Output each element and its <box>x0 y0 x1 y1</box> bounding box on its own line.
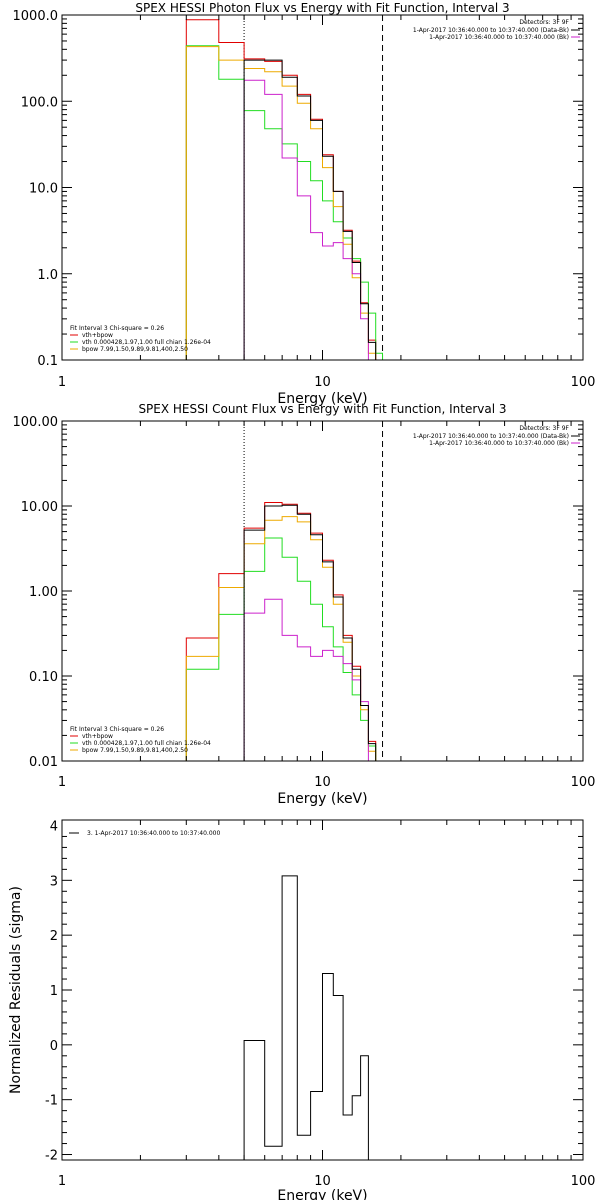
series-line-3 <box>185 46 377 360</box>
plot-area <box>243 875 369 1160</box>
series-line-2 <box>185 45 383 360</box>
y-tick-label: 10.0 <box>29 182 58 197</box>
series-line-0 <box>243 875 369 1160</box>
y-tick-label: 0.1 <box>37 354 58 369</box>
fit-legend: Fit Interval 3 Chi-square = 0.26vth+bpow… <box>70 726 211 754</box>
x-axis-label: Energy (keV) <box>277 391 367 407</box>
legend-entry-text: 1-Apr-2017 10:36:40.000 to 10:37:40.000 … <box>413 27 569 34</box>
fit-legend-entry-text: vth 0.000428,1.97,1.00 full chian 1.26e-… <box>82 740 211 747</box>
y-tick-label: 1000.0 <box>13 9 59 24</box>
y-tick-label: -1 <box>45 1094 58 1109</box>
x-tick-label: 10 <box>314 775 331 790</box>
series-line-3 <box>185 516 377 761</box>
chart-panel-3: 1 10 100 Energy (keV) -2 -1 0 1 2 3 4 Normalized Re… <box>8 819 595 1200</box>
y-tick-label: 0.01 <box>29 755 58 770</box>
series-line-1 <box>185 19 377 360</box>
series-line-0 <box>243 504 377 761</box>
legend-header: Detectors: 3F 9F <box>519 19 569 26</box>
y-tick-label: 1.00 <box>29 585 58 600</box>
legend: 3. 1-Apr-2017 10:36:40.000 to 10:37:40.0… <box>69 830 220 837</box>
fit-legend-entry-text: vth+bpow <box>82 733 113 740</box>
legend-header: Detectors: 3F 9F <box>519 425 569 432</box>
y-tick-label: 2 <box>50 929 58 944</box>
x-tick-label: 1 <box>58 775 66 790</box>
x-tick-label: 100 <box>571 375 596 390</box>
y-tick-label: -2 <box>45 1149 58 1164</box>
x-tick-label: 100 <box>571 775 596 790</box>
chart-title: SPEX HESSI Count Flux vs Energy with Fit… <box>138 402 506 416</box>
legend: Detectors: 3F 9F1-Apr-2017 10:36:40.000 … <box>413 425 580 447</box>
y-tick-label: 3 <box>50 874 58 889</box>
series-line-0 <box>243 59 377 360</box>
legend: Detectors: 3F 9F1-Apr-2017 10:36:40.000 … <box>413 19 580 41</box>
y-tick-label: 100.00 <box>13 415 59 430</box>
x-tick-label: 10 <box>314 1174 331 1189</box>
y-tick-label: 100.0 <box>21 95 58 110</box>
fit-legend-header: Fit Interval 3 Chi-square = 0.26 <box>70 726 164 733</box>
x-tick-label: 100 <box>571 1174 596 1189</box>
chart-panel-1: SPEX HESSI Photon Flux vs Energy with Fi… <box>13 1 596 407</box>
y-tick-label: 10.00 <box>21 500 58 515</box>
y-tick-label: 4 <box>50 819 58 834</box>
x-axis-label: Energy (keV) <box>277 791 367 807</box>
fit-legend-entry-text: vth+bpow <box>82 332 113 339</box>
fit-legend-entry-text: bpow 7.99,1.50,9.89,9.81,400,2.50 <box>82 747 188 754</box>
series-line-4 <box>243 598 369 761</box>
fit-legend-entry-text: bpow 7.99,1.50,9.89,9.81,400,2.50 <box>82 346 188 353</box>
chart-title: SPEX HESSI Photon Flux vs Energy with Fi… <box>135 1 509 15</box>
x-axis-label: Energy (keV) <box>277 1188 367 1200</box>
series-line-2 <box>185 537 383 761</box>
legend-entry-text: 1-Apr-2017 10:36:40.000 to 10:37:40.000 … <box>413 433 569 440</box>
y-tick-label: 0 <box>50 1039 58 1054</box>
x-tick-label: 1 <box>58 375 66 390</box>
y-tick-label: 1 <box>50 984 58 999</box>
fit-legend-entry-text: vth 0.000428,1.97,1.00 full chian 1.26e-… <box>82 339 211 346</box>
legend-entry-text: 3. 1-Apr-2017 10:36:40.000 to 10:37:40.0… <box>87 830 220 837</box>
fit-legend: Fit Interval 3 Chi-square = 0.26vth+bpow… <box>70 325 211 353</box>
y-tick-label: 0.10 <box>29 670 58 685</box>
y-axis-label: Normalized Residuals (sigma) <box>8 886 24 1094</box>
chart-panel-2: SPEX HESSI Count Flux vs Energy with Fit… <box>13 402 596 807</box>
plot-area <box>185 421 384 761</box>
y-tick-label: 1.0 <box>37 268 58 283</box>
plot-area <box>185 15 384 360</box>
x-tick-label: 1 <box>58 1174 66 1189</box>
axes-frame <box>61 420 584 762</box>
legend-entry-text: 1-Apr-2017 10:36:40.000 to 10:37:40.000 … <box>429 34 569 41</box>
x-tick-label: 10 <box>314 375 331 390</box>
legend-entry-text: 1-Apr-2017 10:36:40.000 to 10:37:40.000 … <box>429 440 569 447</box>
series-line-4 <box>243 79 377 360</box>
fit-legend-header: Fit Interval 3 Chi-square = 0.26 <box>70 325 164 332</box>
